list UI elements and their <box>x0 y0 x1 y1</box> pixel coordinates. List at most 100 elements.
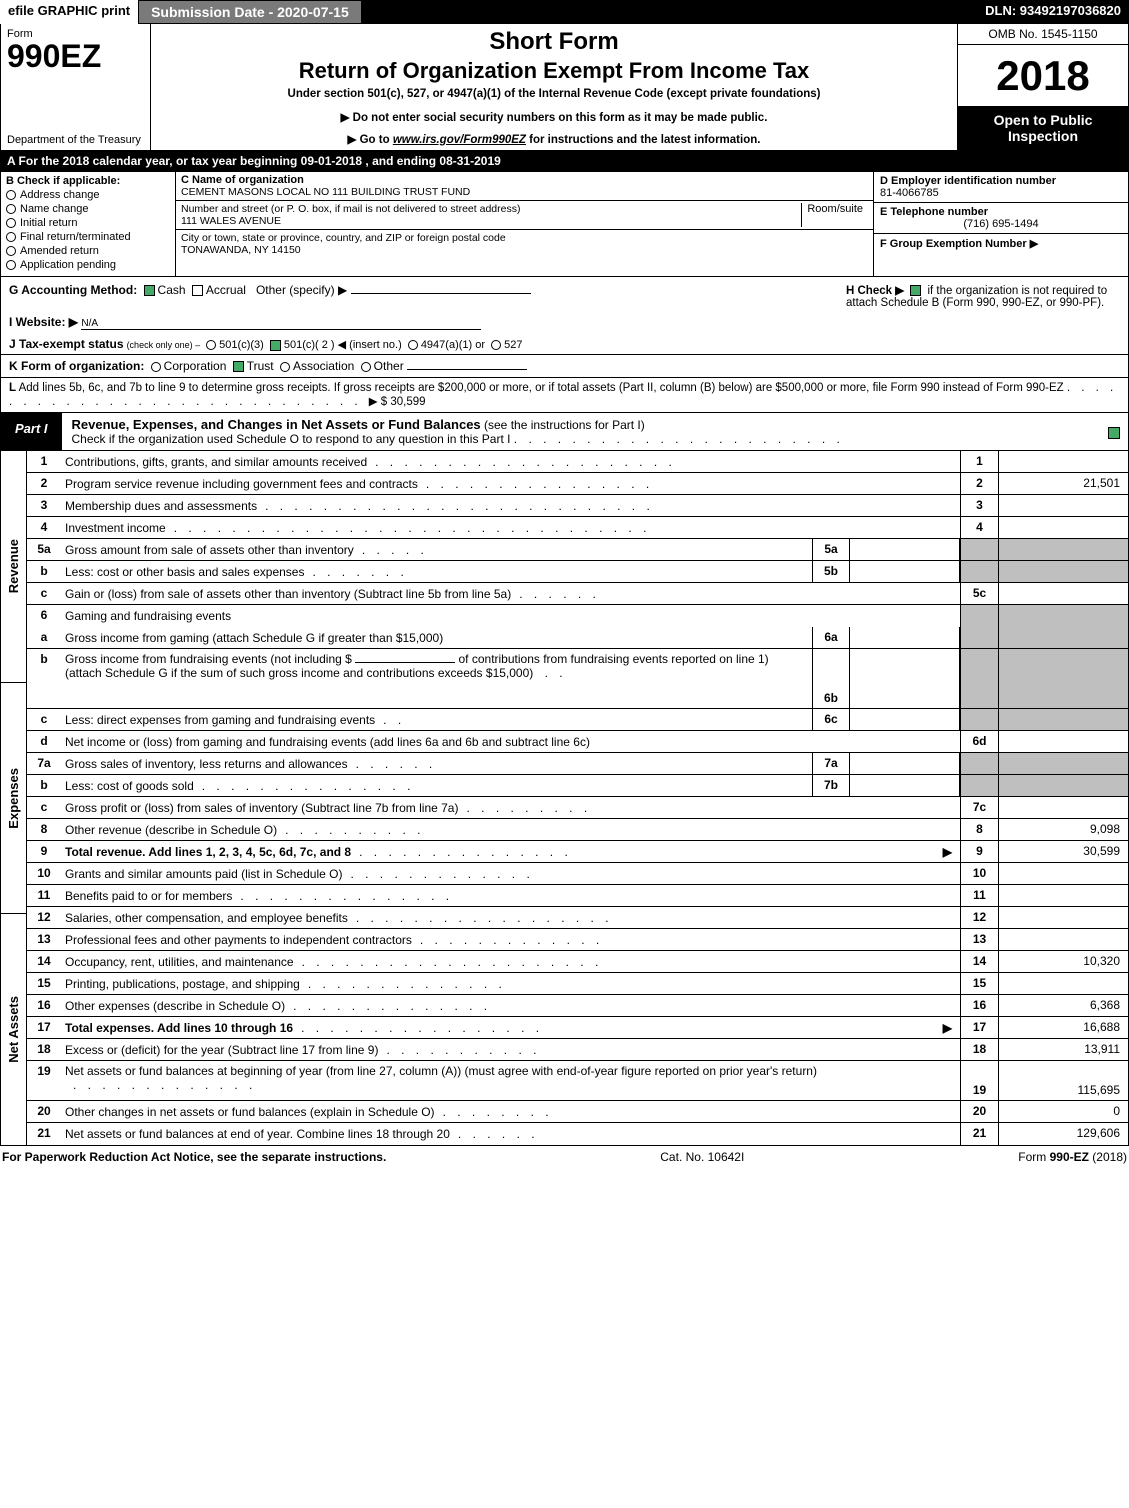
checkbox-accrual-icon[interactable] <box>192 285 203 296</box>
radio-corp-icon[interactable] <box>151 362 161 372</box>
checkbox-501c-icon[interactable] <box>270 340 281 351</box>
row-rnum: 18 <box>960 1039 998 1060</box>
row-rnum: 16 <box>960 995 998 1016</box>
b-opt-initial[interactable]: Initial return <box>6 217 170 229</box>
row-desc: Less: cost of goods sold. . . . . . . . … <box>61 775 812 796</box>
row-rnum: 9 <box>960 841 998 862</box>
dln-label: DLN: 93492197036820 <box>977 0 1129 24</box>
c-addr-row: Number and street (or P. O. box, if mail… <box>176 201 873 230</box>
print-link[interactable]: print <box>101 3 130 18</box>
row-rval-grey <box>998 775 1128 796</box>
row-text1: Gross income from fundraising events (no… <box>65 652 352 666</box>
radio-icon <box>6 190 16 200</box>
section-k: K Form of organization: Corporation Trus… <box>0 355 1129 378</box>
return-title: Return of Organization Exempt From Incom… <box>159 58 949 84</box>
checkbox-trust-icon[interactable] <box>233 361 244 372</box>
row-7c: c Gross profit or (loss) from sales of i… <box>27 797 1128 819</box>
k-assoc: Association <box>293 359 354 373</box>
row-text: Gross profit or (loss) from sales of inv… <box>65 801 458 815</box>
row-text: Less: direct expenses from gaming and fu… <box>65 713 375 727</box>
c-addr-label: Number and street (or P. O. box, if mail… <box>181 203 795 215</box>
efile-text: efile GRAPHIC <box>8 3 98 18</box>
row-desc: Total expenses. Add lines 10 through 16 … <box>61 1017 960 1038</box>
row-num: 7a <box>27 753 61 774</box>
row-desc: Less: cost or other basis and sales expe… <box>61 561 812 582</box>
row-rval <box>998 583 1128 604</box>
b-opt-name[interactable]: Name change <box>6 203 170 215</box>
b-opt-amended[interactable]: Amended return <box>6 245 170 257</box>
checkbox-h-icon[interactable] <box>910 285 921 296</box>
table-rows: 1 Contributions, gifts, grants, and simi… <box>27 451 1128 1145</box>
row-rval: 0 <box>998 1101 1128 1122</box>
checkbox-cash-icon[interactable] <box>144 285 155 296</box>
header-left: Form 990EZ Department of the Treasury <box>1 24 151 150</box>
row-num: 20 <box>27 1101 61 1122</box>
row-num: b <box>27 775 61 796</box>
irs-link[interactable]: www.irs.gov/Form990EZ <box>393 134 526 146</box>
row-num: 19 <box>27 1061 61 1100</box>
b-opt-address[interactable]: Address change <box>6 189 170 201</box>
row-text: Grants and similar amounts paid (list in… <box>65 867 342 881</box>
side-revenue: Revenue <box>1 451 26 683</box>
l-text: Add lines 5b, 6c, and 7b to line 9 to de… <box>19 382 1064 394</box>
period-mid: , and ending <box>362 154 439 168</box>
radio-other-icon[interactable] <box>361 362 371 372</box>
fundraising-amount-line[interactable] <box>355 662 455 663</box>
part1-header: Part I Revenue, Expenses, and Changes in… <box>0 413 1129 451</box>
goto-line: ▶ Go to www.irs.gov/Form990EZ for instru… <box>159 132 949 146</box>
row-18: 18 Excess or (deficit) for the year (Sub… <box>27 1039 1128 1061</box>
row-5a: 5a Gross amount from sale of assets othe… <box>27 539 1128 561</box>
k-trust: Trust <box>247 359 274 373</box>
row-rval <box>998 863 1128 884</box>
row-rnum-grey <box>960 627 998 648</box>
row-rnum-grey <box>960 709 998 730</box>
radio-icon <box>6 260 16 270</box>
row-num: 3 <box>27 495 61 516</box>
omb-number: OMB No. 1545-1150 <box>958 24 1128 45</box>
row-rval-grey <box>998 709 1128 730</box>
k-other-line[interactable] <box>407 369 527 370</box>
c-name-label: C Name of organization <box>181 174 304 186</box>
part1-dots: . . . . . . . . . . . . . . . . . . . . … <box>514 432 844 446</box>
tax-year: 2018 <box>958 45 1128 106</box>
row-rnum: 20 <box>960 1101 998 1122</box>
radio-4947-icon[interactable] <box>408 340 418 350</box>
footer-right: Form 990-EZ (2018) <box>1018 1150 1127 1164</box>
b-opt-5: Application pending <box>20 259 116 271</box>
g-accrual: Accrual <box>206 283 246 297</box>
radio-527-icon[interactable] <box>491 340 501 350</box>
k-corp: Corporation <box>164 359 227 373</box>
dots: . . <box>383 713 808 727</box>
section-gh: G Accounting Method: Cash Accrual Other … <box>0 277 1129 315</box>
radio-501c3-icon[interactable] <box>206 340 216 350</box>
side-exp-text: Expenses <box>6 768 21 829</box>
row-6b: b Gross income from fundraising events (… <box>27 649 1128 709</box>
b-opt-pending[interactable]: Application pending <box>6 259 170 271</box>
g-other-line[interactable] <box>351 293 531 294</box>
row-rval <box>998 885 1128 906</box>
row-text: Gaming and fundraising events <box>65 609 231 623</box>
row-sub: 5a <box>812 539 850 560</box>
b-label: B Check if applicable: <box>6 175 170 187</box>
row-rnum: 4 <box>960 517 998 538</box>
section-a: A For the 2018 calendar year, or tax yea… <box>0 151 1129 172</box>
radio-assoc-icon[interactable] <box>280 362 290 372</box>
dots: . . . . . . <box>458 1127 956 1141</box>
row-5c: c Gain or (loss) from sale of assets oth… <box>27 583 1128 605</box>
short-form-title: Short Form <box>159 28 949 56</box>
radio-icon <box>6 246 16 256</box>
row-rval <box>998 731 1128 752</box>
dots: . . . . . <box>362 543 808 557</box>
g-cash: Cash <box>158 283 186 297</box>
row-desc: Benefits paid to or for members . . . . … <box>61 885 960 906</box>
b-opt-final[interactable]: Final return/terminated <box>6 231 170 243</box>
dots: . . . . . . <box>519 587 956 601</box>
section-c: C Name of organization CEMENT MASONS LOC… <box>176 172 873 276</box>
dots: . . . . . . . . . <box>466 801 956 815</box>
org-city: TONAWANDA, NY 14150 <box>181 244 301 256</box>
row-rval: 10,320 <box>998 951 1128 972</box>
checkbox-schedule-o-icon[interactable] <box>1108 427 1120 439</box>
c-city-label: City or town, state or province, country… <box>181 232 506 244</box>
row-text: Net assets or fund balances at end of ye… <box>65 1127 450 1141</box>
row-num: 16 <box>27 995 61 1016</box>
